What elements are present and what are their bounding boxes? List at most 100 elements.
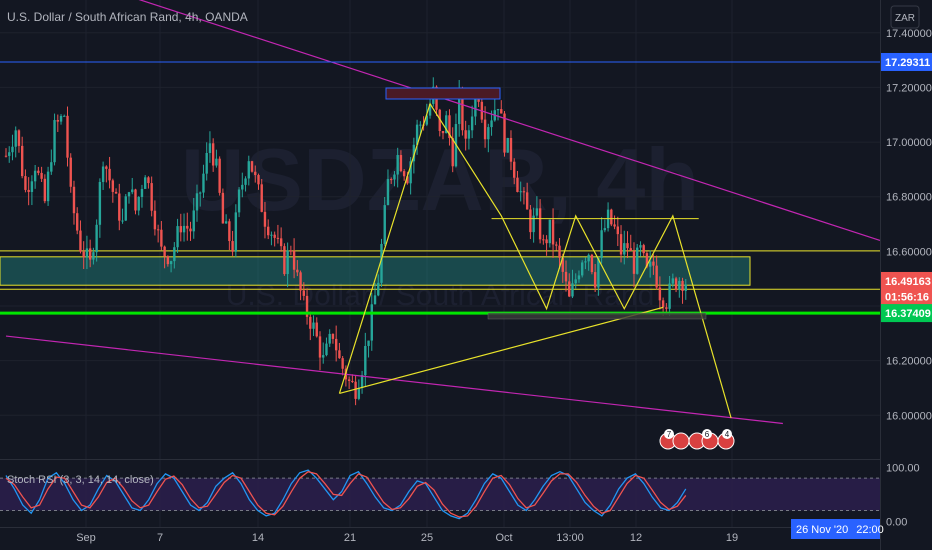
candle-body bbox=[312, 322, 315, 329]
candle-body bbox=[603, 228, 607, 231]
time-axis-tick-label: 25 bbox=[421, 532, 433, 544]
candle-body bbox=[406, 176, 409, 184]
stoch-rsi-pane: 100.00 0.00 bbox=[0, 462, 920, 528]
candle-body bbox=[20, 145, 24, 177]
crosshair-date-label: 26 Nov '20 22:00 bbox=[796, 524, 884, 536]
time-axis-tick-label: Oct bbox=[495, 532, 512, 544]
triangle-lower-leg[interactable] bbox=[339, 306, 664, 395]
candle-body bbox=[244, 178, 247, 185]
currency-button-label[interactable]: ZAR bbox=[895, 13, 915, 24]
candle-body bbox=[114, 191, 118, 194]
candle-body bbox=[241, 184, 244, 190]
candle-body bbox=[568, 281, 571, 297]
candle-body bbox=[195, 193, 199, 211]
candle-body bbox=[315, 322, 318, 337]
candle-body bbox=[237, 189, 241, 213]
time-axis[interactable]: Sep 7 14 21 25 Oct 13:00 12 19 bbox=[76, 532, 738, 544]
candle-body bbox=[516, 177, 519, 192]
candle-body bbox=[76, 213, 79, 231]
candle-body bbox=[506, 138, 509, 153]
candle-body bbox=[33, 170, 37, 182]
candle-body bbox=[370, 304, 373, 341]
candle-body bbox=[279, 238, 283, 247]
pattern-projection-line[interactable] bbox=[338, 102, 732, 419]
candle-body bbox=[283, 246, 286, 275]
price-tag-label: 17.29311 bbox=[885, 57, 930, 69]
candle-body bbox=[490, 120, 493, 128]
candle-body bbox=[668, 283, 671, 309]
candle-body bbox=[684, 284, 687, 291]
rsi-series-d bbox=[5, 470, 687, 518]
candle-body bbox=[37, 170, 40, 173]
annotation-layer-front bbox=[0, 0, 881, 425]
candle-body bbox=[150, 183, 153, 211]
price-axis-tick-label: 16.00000 bbox=[886, 410, 932, 422]
candle-body bbox=[267, 226, 270, 236]
candle-body bbox=[529, 209, 532, 233]
candle-body bbox=[254, 171, 257, 176]
resistance-box[interactable] bbox=[385, 87, 501, 100]
candle-body bbox=[140, 188, 144, 197]
candle-body bbox=[671, 278, 675, 284]
support-box[interactable] bbox=[487, 312, 707, 320]
candle-body bbox=[448, 115, 451, 139]
candle-body bbox=[597, 257, 600, 288]
trendline[interactable] bbox=[5, 335, 783, 425]
candle-body bbox=[457, 90, 461, 125]
candle-body bbox=[224, 221, 228, 224]
candle-body bbox=[53, 120, 56, 163]
candle-body bbox=[341, 358, 344, 369]
candle-body bbox=[69, 157, 72, 187]
candle-body bbox=[263, 211, 267, 227]
price-tag-background bbox=[881, 271, 932, 290]
candle-body bbox=[331, 333, 335, 339]
support-resistance-zone[interactable] bbox=[0, 256, 751, 286]
candle-body bbox=[338, 350, 341, 359]
candle-body bbox=[655, 265, 658, 288]
candlestick-series bbox=[4, 77, 687, 406]
candle-body bbox=[153, 210, 157, 230]
price-axis-tick-label: 16.20000 bbox=[886, 356, 932, 368]
candle-body bbox=[85, 248, 89, 258]
currency-button[interactable] bbox=[890, 5, 920, 29]
candle-body bbox=[467, 130, 471, 139]
candle-body bbox=[636, 247, 639, 274]
candle-body bbox=[477, 99, 480, 102]
candle-body bbox=[474, 99, 477, 117]
candle-body bbox=[415, 124, 419, 145]
candle-body bbox=[438, 109, 441, 131]
candle-body bbox=[40, 172, 43, 179]
candle-body bbox=[577, 275, 581, 280]
candle-body bbox=[377, 282, 380, 296]
economic-events[interactable]: 7 6 4 bbox=[659, 429, 735, 450]
candle-body bbox=[632, 250, 636, 274]
candle-body bbox=[441, 130, 445, 134]
candle-body bbox=[380, 243, 383, 283]
annotation-layer-back bbox=[0, 250, 880, 290]
event-flag-icon[interactable] bbox=[672, 432, 690, 450]
candle-body bbox=[192, 210, 195, 232]
candle-body bbox=[302, 290, 306, 296]
candle-body bbox=[587, 254, 590, 262]
candle-body bbox=[270, 234, 273, 236]
candle-body bbox=[169, 261, 173, 265]
candle-body bbox=[328, 333, 331, 344]
candle-body bbox=[101, 166, 105, 182]
candle-body bbox=[425, 115, 429, 125]
candle-body bbox=[409, 161, 412, 184]
candle-body bbox=[124, 196, 127, 221]
price-tag-background bbox=[881, 52, 932, 71]
candle-body bbox=[325, 343, 328, 356]
price-label-tags: 17.29311 16.49163 01:56:16 16.37409 bbox=[881, 52, 932, 323]
candle-body bbox=[513, 161, 516, 178]
candle-body bbox=[231, 241, 234, 252]
time-axis-tick-label: 14 bbox=[252, 532, 264, 544]
chart-title: U.S. Dollar / South African Rand, 4h, OA… bbox=[7, 10, 248, 24]
rsi-title: Stoch RSI (3, 3, 14, 14, close) bbox=[7, 474, 154, 486]
price-tag-label: 16.37409 bbox=[885, 308, 931, 320]
candle-body bbox=[221, 192, 225, 224]
candle-body bbox=[228, 221, 231, 242]
candle-body bbox=[208, 143, 212, 153]
candle-body bbox=[143, 177, 147, 189]
